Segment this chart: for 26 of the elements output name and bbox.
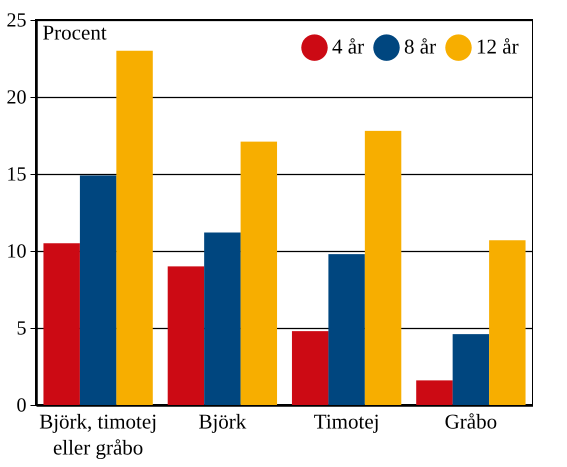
bar: [240, 142, 278, 405]
x-tick-label: Björk, timotej eller gråbo: [39, 410, 158, 460]
bar: [489, 240, 526, 405]
y-tick-label: 5: [16, 318, 26, 340]
y-tick-label: 25: [6, 10, 26, 32]
bar: [328, 254, 365, 405]
legend-label: 8 år: [404, 34, 436, 59]
legend-label: 4 år: [332, 34, 364, 59]
bar: [168, 266, 204, 405]
bar: [452, 334, 490, 405]
legend-label: 12 år: [476, 34, 519, 59]
y-tick-label: 20: [6, 86, 26, 108]
bar: [416, 380, 453, 405]
bar: [292, 331, 328, 405]
bar: [43, 243, 80, 405]
bar: [116, 50, 153, 405]
y-tick-label: 10: [6, 240, 26, 262]
x-tick-label: Björk: [198, 410, 247, 434]
x-tick-label: Gråbo: [444, 410, 498, 434]
bar: [80, 176, 116, 405]
bar: [204, 232, 241, 405]
x-tick-label: Timotej: [314, 410, 380, 434]
bar: [364, 130, 402, 405]
y-tick-label: 0: [16, 394, 26, 416]
y-axis-title: Procent: [42, 20, 107, 44]
y-tick-label: 15: [6, 164, 26, 186]
